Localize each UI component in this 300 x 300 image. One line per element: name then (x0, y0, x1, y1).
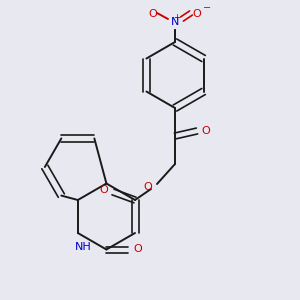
Text: +: + (174, 13, 180, 22)
Text: O: O (193, 9, 201, 19)
Text: O: O (100, 185, 108, 195)
Text: O: O (144, 182, 152, 192)
Text: O: O (202, 126, 210, 136)
Text: −: − (203, 3, 211, 13)
Text: NH: NH (74, 242, 91, 252)
Text: O: O (148, 9, 158, 19)
Text: O: O (133, 244, 142, 254)
Text: N: N (171, 17, 179, 27)
